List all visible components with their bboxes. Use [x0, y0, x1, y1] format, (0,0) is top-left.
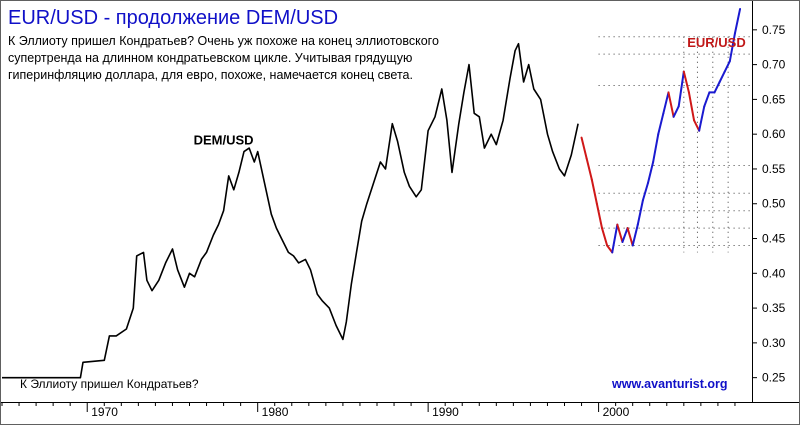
y-tick-label: 0.40 — [762, 266, 786, 280]
series-eur-usd-segment — [723, 60, 731, 73]
y-tick-label: 0.60 — [762, 127, 786, 141]
subtitle-line-2: супертренда на длинном кондратьевском ци… — [8, 51, 412, 65]
y-tick-label: 0.45 — [762, 232, 786, 246]
series-eur-usd-segment — [590, 178, 598, 205]
subtitle-line-1: К Эллиоту пришел Кондратьев? Очень уж по… — [8, 34, 439, 48]
series-eur-usd-segment — [667, 91, 675, 118]
series-eur-usd-segment — [641, 181, 650, 202]
series-eur-usd-segment — [580, 136, 588, 160]
x-tick-label: 2000 — [603, 405, 630, 419]
annotation-dem-usd: DEM/USD — [194, 133, 254, 148]
series-eur-usd-segment — [687, 91, 696, 122]
chart-title: EUR/USD - продолжение DEM/USD — [8, 7, 338, 29]
y-tick-label: 0.30 — [762, 336, 786, 350]
y-tick-label: 0.35 — [762, 301, 786, 315]
series-eur-usd-segment — [595, 202, 603, 230]
series-eur-usd-segment — [606, 244, 614, 254]
series-eur-usd-segment — [631, 223, 639, 247]
series-eur-usd-segment — [616, 223, 624, 243]
series-eur-usd-segment — [662, 91, 670, 115]
series-eur-usd-segment — [672, 105, 680, 118]
series-eur-usd-segment — [657, 112, 665, 136]
x-tick-label: 1990 — [432, 405, 459, 419]
footer-text: К Эллиоту пришел Кондратьев? — [20, 377, 199, 391]
x-tick-label: 1980 — [262, 405, 289, 419]
series-eur-usd-segment — [611, 223, 619, 254]
series-eur-usd-segment — [718, 70, 726, 83]
series-eur-usd-segment — [682, 70, 690, 94]
series-layer — [2, 7, 742, 379]
annotations: DEM/USD EUR/USD — [194, 35, 746, 147]
y-tick-label: 0.50 — [762, 197, 786, 211]
y-axis-ticks: 0.25 0.30 0.35 0.40 0.45 0.50 0.55 0.60 0.65 0.70… — [752, 23, 786, 385]
series-eur-usd-segment — [585, 157, 593, 181]
subtitle-line-3: гиперинфляцию доллара, для евро, похоже,… — [8, 68, 413, 82]
y-tick-label: 0.25 — [762, 371, 786, 385]
series-eur-usd-segment — [621, 227, 629, 243]
x-axis-ticks: 1970 1980 1990 2000 — [1, 402, 736, 419]
series-eur-usd-segment — [713, 81, 721, 94]
y-tick-label: 0.70 — [762, 58, 786, 72]
series-dem-usd-line — [2, 42, 579, 379]
series-eur-usd-segment — [626, 227, 634, 247]
annotation-eur-usd: EUR/USD — [687, 35, 746, 50]
series-eur-usd-segment — [698, 105, 706, 132]
y-tick-label: 0.75 — [762, 23, 786, 37]
series-eur-usd-segment — [647, 161, 655, 184]
y-tick-label: 0.65 — [762, 92, 786, 106]
series-eur-usd-segment — [693, 119, 701, 132]
x-tick-label: 1970 — [91, 405, 118, 419]
series-eur-usd-segment — [677, 70, 685, 108]
series-eur-usd-segment — [728, 32, 736, 63]
series-eur-usd-segment — [636, 199, 644, 226]
series-eur-usd-segment — [601, 227, 609, 247]
series-eur-usd-segment — [652, 133, 660, 163]
y-tick-label: 0.55 — [762, 162, 786, 176]
series-eur-usd-segment — [733, 7, 742, 35]
series-eur-usd-segment — [703, 91, 711, 108]
source-url: www.avanturist.org — [611, 377, 728, 391]
